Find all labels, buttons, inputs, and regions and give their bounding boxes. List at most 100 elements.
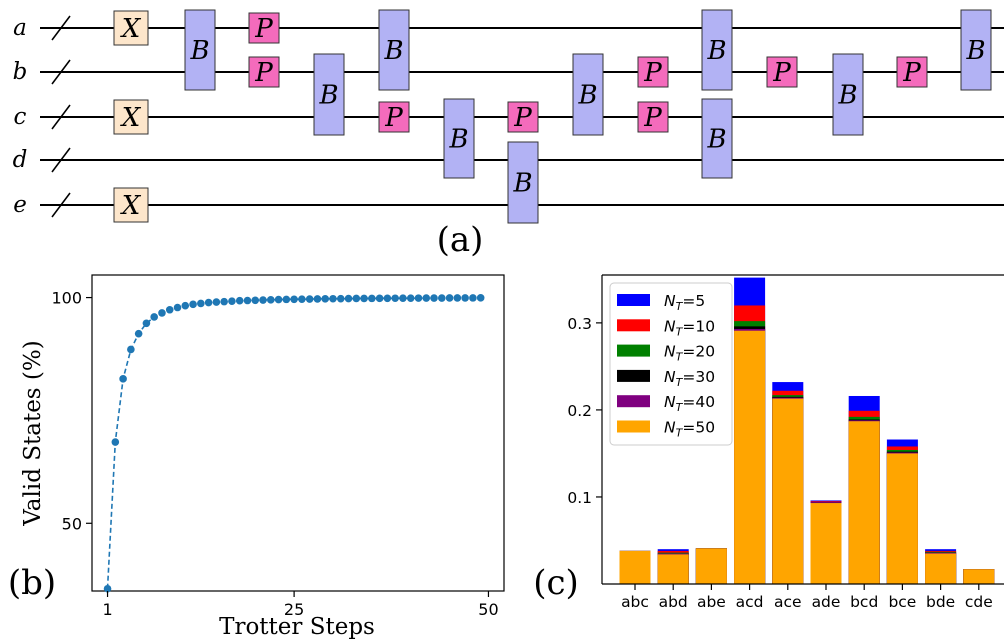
bar-chart-legend: NT=5 NT=10 NT=20 NT=30 NT=40 NT=50 bbox=[609, 282, 733, 446]
gate-b-16 bbox=[701, 98, 733, 179]
bar-abc-series-5 bbox=[619, 550, 651, 584]
line-chart-plot bbox=[103, 294, 485, 593]
legend-label: NT=20 bbox=[664, 343, 715, 364]
legend-label: NT=10 bbox=[664, 317, 715, 338]
data-point bbox=[290, 295, 298, 304]
line-chart-axes: 1 25 50 50 100 bbox=[51, 289, 498, 619]
gate-b-15 bbox=[701, 9, 733, 91]
line-chart-ylabel: Valid States (%) bbox=[20, 340, 46, 526]
y-tick-label: 0.3 bbox=[567, 315, 592, 333]
data-point bbox=[453, 294, 462, 302]
legend-label: NT=5 bbox=[664, 292, 705, 313]
data-point bbox=[142, 319, 151, 328]
x-tick-label: abe bbox=[697, 593, 726, 611]
line-chart-frame bbox=[91, 274, 505, 592]
x-tick-label: bde bbox=[926, 593, 955, 611]
gate-b-7 bbox=[378, 9, 410, 91]
x-tick-label: ade bbox=[812, 593, 841, 611]
data-point bbox=[414, 294, 423, 302]
x-tick-label: 25 bbox=[284, 600, 304, 619]
data-point bbox=[422, 294, 431, 302]
wire-label-c: c bbox=[14, 104, 27, 130]
data-point bbox=[321, 295, 330, 303]
data-point bbox=[165, 305, 174, 314]
wire-label-b: b bbox=[13, 59, 28, 85]
gate-x-1 bbox=[113, 99, 149, 135]
data-point bbox=[305, 295, 314, 303]
data-point bbox=[127, 345, 135, 354]
gate-label-b-15: B bbox=[706, 36, 726, 66]
data-point bbox=[212, 298, 221, 306]
gate-label-b-18: B bbox=[837, 81, 857, 111]
data-point bbox=[158, 309, 166, 317]
gate-label-p-19: P bbox=[902, 58, 921, 88]
bar-abd-series-5 bbox=[657, 554, 689, 584]
data-point bbox=[469, 294, 477, 302]
data-point bbox=[220, 297, 228, 306]
y-tick-label: 0.2 bbox=[567, 402, 592, 420]
legend-label: NT=40 bbox=[664, 393, 715, 414]
wire-slash-c bbox=[51, 104, 71, 130]
data-point bbox=[329, 294, 337, 303]
gate-label-b-3: B bbox=[189, 36, 209, 66]
data-point bbox=[438, 294, 446, 302]
gate-label-b-7: B bbox=[383, 36, 403, 66]
data-point bbox=[204, 298, 213, 307]
gate-label-b-12: B bbox=[577, 81, 597, 111]
data-point bbox=[298, 295, 306, 303]
x-tick-label: cde bbox=[965, 593, 993, 611]
x-tick-label: abc bbox=[621, 593, 649, 611]
x-tick-label: 1 bbox=[102, 600, 112, 619]
legend-swatch bbox=[617, 319, 650, 332]
gate-label-p-17: P bbox=[772, 58, 791, 88]
gate-label-b-11: B bbox=[512, 169, 532, 199]
bar-ace-series-5 bbox=[772, 398, 804, 584]
gate-label-x-2: X bbox=[120, 191, 142, 221]
data-point bbox=[476, 294, 485, 302]
legend-swatch bbox=[617, 420, 650, 433]
legend-label: NT=30 bbox=[664, 368, 715, 389]
data-point bbox=[181, 301, 190, 310]
gate-b-3 bbox=[184, 9, 216, 91]
data-point bbox=[375, 294, 384, 303]
data-point bbox=[134, 329, 143, 338]
data-point bbox=[391, 294, 399, 303]
gate-label-x-1: X bbox=[120, 103, 142, 133]
wire-slash-a bbox=[51, 15, 71, 41]
gate-label-p-4: P bbox=[254, 14, 273, 44]
legend-swatch bbox=[617, 344, 650, 357]
legend-swatch bbox=[617, 395, 650, 408]
data-point bbox=[251, 296, 260, 305]
legend-label: NT=50 bbox=[664, 419, 715, 440]
panel-label-a: (a) bbox=[437, 220, 484, 260]
x-tick-label: bce bbox=[888, 593, 916, 611]
gate-b-11 bbox=[507, 141, 539, 224]
gate-label-p-14: P bbox=[643, 103, 662, 133]
data-point bbox=[259, 296, 267, 304]
data-point bbox=[111, 438, 120, 446]
panel-label-b: (b) bbox=[8, 563, 56, 603]
data-point bbox=[336, 294, 345, 303]
gate-label-p-13: P bbox=[643, 58, 662, 88]
x-tick-label: abd bbox=[659, 593, 688, 611]
bar-abe-series-5 bbox=[695, 548, 727, 584]
data-point bbox=[352, 294, 361, 303]
wire-label-d: d bbox=[13, 147, 28, 173]
data-point bbox=[383, 294, 392, 303]
data-point bbox=[266, 296, 275, 304]
data-point bbox=[235, 296, 244, 305]
y-tick-label: 0.1 bbox=[567, 489, 592, 507]
wire-slash-d bbox=[51, 147, 71, 173]
gate-p-10 bbox=[507, 101, 539, 133]
data-point bbox=[189, 300, 197, 309]
data-point bbox=[103, 584, 112, 593]
gate-label-b-6: B bbox=[318, 81, 338, 111]
x-tick-label: 50 bbox=[478, 600, 498, 619]
gate-p-4 bbox=[248, 12, 280, 44]
bar-ade-series-5 bbox=[810, 503, 842, 584]
gate-p-5 bbox=[248, 56, 280, 88]
data-point bbox=[445, 294, 454, 302]
gate-b-18 bbox=[832, 53, 864, 136]
gate-p-8 bbox=[378, 101, 410, 133]
